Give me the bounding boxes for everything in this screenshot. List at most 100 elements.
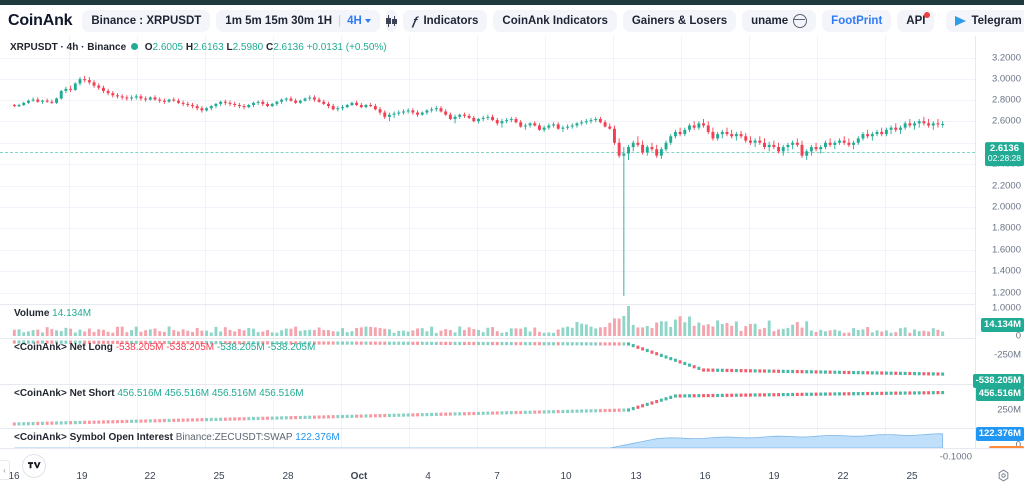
timeframe-selected-label: 4H bbox=[347, 14, 362, 27]
price-tick: 2.6000 bbox=[991, 115, 1021, 127]
footprint-button[interactable]: FootPrint bbox=[822, 9, 892, 32]
main-toolbar: CoinAnk Binance : XRPUSDT 1m 5m 15m 30m … bbox=[0, 5, 1024, 36]
macd-axis-tick: -0.1000 bbox=[939, 451, 972, 463]
time-tick: 25 bbox=[213, 471, 225, 482]
time-tick: 13 bbox=[630, 471, 642, 482]
time-tick: 7 bbox=[494, 471, 500, 482]
net-long-v3: -538.205M bbox=[216, 342, 265, 353]
net-short-badge: 456.516M bbox=[975, 387, 1024, 401]
telegram-button[interactable]: Telegram bbox=[946, 9, 1024, 32]
time-tick: 19 bbox=[768, 471, 780, 482]
globe-icon bbox=[793, 13, 808, 28]
chart-title-legend: XRPUSDT · 4h · Binance O2.6005 H2.6163 L… bbox=[10, 42, 387, 53]
open-interest-badge: 122.376M bbox=[975, 427, 1024, 441]
price-tick: 1.4000 bbox=[991, 265, 1021, 277]
chart-symbol-title: XRPUSDT · 4h · Binance bbox=[10, 42, 127, 53]
bar-countdown: 02:28:28 bbox=[987, 153, 1021, 164]
chart-container: XRPUSDT · 4h · Binance O2.6005 H2.6163 L… bbox=[0, 36, 1024, 485]
volume-series bbox=[12, 306, 945, 336]
net-short-tick: 250M bbox=[997, 404, 1021, 416]
price-tick: 2.8000 bbox=[991, 94, 1021, 106]
net-long-v1: -538.205M bbox=[115, 342, 164, 353]
gainers-losers-label: Gainers & Losers bbox=[631, 14, 728, 27]
coinank-indicators-button[interactable]: CoinAnk Indicators bbox=[493, 9, 617, 32]
net-short-title: <CoinAnk> Net Short bbox=[14, 388, 115, 399]
volume-legend: Volume 14.134M bbox=[14, 308, 91, 319]
price-tick: 2.0000 bbox=[991, 201, 1021, 213]
symbol-selector[interactable]: Binance : XRPUSDT bbox=[82, 9, 211, 32]
collapse-left-icon[interactable]: ‹ bbox=[0, 460, 10, 480]
net-long-badge: -538.205M bbox=[972, 374, 1024, 388]
indicators-label: Indicators bbox=[423, 14, 479, 27]
app-logo[interactable]: CoinAnk bbox=[8, 11, 73, 29]
volume-zero-tick: 0 bbox=[1015, 330, 1021, 342]
telegram-label: Telegram bbox=[971, 14, 1022, 27]
timeframe-selected[interactable]: 4H bbox=[347, 15, 371, 27]
open-interest-series bbox=[14, 433, 944, 448]
symbol-label: Binance : XRPUSDT bbox=[91, 14, 202, 27]
chart-settings-icon[interactable] bbox=[997, 469, 1010, 487]
price-tick: 1.2000 bbox=[991, 287, 1021, 299]
net-short-series bbox=[12, 390, 945, 426]
time-tick: 19 bbox=[76, 471, 88, 482]
time-tick-month: Oct bbox=[350, 471, 368, 482]
price-tick: 1.8000 bbox=[991, 222, 1021, 234]
net-short-v1: 456.516M bbox=[117, 388, 162, 399]
net-short-v2: 456.516M bbox=[164, 388, 210, 399]
indicators-icon: ƒ bbox=[410, 13, 420, 28]
price-tick: 3.2000 bbox=[991, 52, 1021, 64]
net-short-v3: 456.516M bbox=[211, 388, 257, 399]
net-long-title: <CoinAnk> Net Long bbox=[14, 342, 113, 353]
gainers-losers-button[interactable]: Gainers & Losers bbox=[622, 9, 737, 32]
net-short-v4: 456.516M bbox=[259, 388, 304, 399]
open-interest-value: 122.376M bbox=[295, 432, 340, 443]
net-long-v4: -538.205M bbox=[267, 342, 316, 353]
price-axis[interactable]: 3.2000 3.0000 2.8000 2.6000 2.4000 2.200… bbox=[972, 36, 1024, 451]
chart-type-button[interactable] bbox=[385, 9, 397, 32]
footprint-label: FootPrint bbox=[831, 14, 883, 27]
api-button[interactable]: API bbox=[897, 9, 935, 32]
symbol-status-dot-icon bbox=[130, 43, 138, 51]
timeframe-divider: | bbox=[338, 14, 342, 27]
time-tick: 4 bbox=[425, 471, 431, 482]
net-long-series bbox=[12, 340, 945, 376]
net-long-v2: -538.205M bbox=[166, 342, 215, 353]
time-tick: 10 bbox=[560, 471, 572, 482]
timeframe-list[interactable]: 1m 5m 15m 30m 1H bbox=[225, 14, 333, 27]
time-tick: 16 bbox=[8, 471, 20, 482]
last-price-line bbox=[0, 152, 975, 153]
open-interest-legend: <CoinAnk> Symbol Open Interest Binance:Z… bbox=[14, 432, 340, 443]
chart-plot-area[interactable]: XRPUSDT · 4h · Binance O2.6005 H2.6163 L… bbox=[0, 36, 975, 448]
time-tick: 22 bbox=[144, 471, 156, 482]
net-long-legend: <CoinAnk> Net Long -538.205M -538.205M -… bbox=[14, 342, 315, 353]
chevron-down-icon bbox=[364, 18, 371, 23]
indicators-button[interactable]: ƒ Indicators bbox=[402, 9, 488, 32]
candlestick-series bbox=[12, 75, 945, 296]
coinank-indicators-label: CoinAnk Indicators bbox=[502, 14, 608, 27]
ohlc-readout: O2.6005 H2.6163 L2.5980 C2.6136 +0.0131 … bbox=[144, 42, 387, 53]
time-axis[interactable]: 16 19 22 25 28 Oct 4 7 10 13 16 19 22 25… bbox=[0, 448, 1024, 485]
time-tick: 22 bbox=[837, 471, 849, 482]
price-tick: 3.0000 bbox=[991, 73, 1021, 85]
api-label: API bbox=[906, 14, 926, 27]
net-short-legend: <CoinAnk> Net Short 456.516M 456.516M 45… bbox=[14, 388, 304, 399]
price-tick: 1.6000 bbox=[991, 244, 1021, 256]
oi-zero-tick: 0 bbox=[1015, 439, 1021, 451]
top-accent-strip bbox=[0, 0, 1024, 5]
volume-value: 14.134M bbox=[52, 308, 92, 319]
open-interest-source: Binance:ZECUSDT:SWAP bbox=[175, 432, 293, 443]
time-tick: 25 bbox=[906, 471, 918, 482]
volume-title: Volume bbox=[14, 308, 50, 319]
net-long-tick: -250M bbox=[994, 349, 1021, 361]
timeframe-selector[interactable]: 1m 5m 15m 30m 1H | 4H bbox=[216, 9, 380, 32]
notification-dot-icon bbox=[924, 11, 931, 18]
tradingview-logo[interactable] bbox=[22, 454, 46, 478]
open-interest-title: <CoinAnk> Symbol Open Interest bbox=[14, 432, 173, 443]
uname-label: uname bbox=[751, 14, 789, 27]
last-price-badge: 2.6136 02:28:28 bbox=[984, 142, 1024, 166]
uname-button[interactable]: uname bbox=[742, 9, 817, 32]
time-tick: 16 bbox=[699, 471, 711, 482]
candlestick-icon bbox=[386, 14, 397, 27]
price-tick: 1.0000 bbox=[991, 302, 1021, 314]
